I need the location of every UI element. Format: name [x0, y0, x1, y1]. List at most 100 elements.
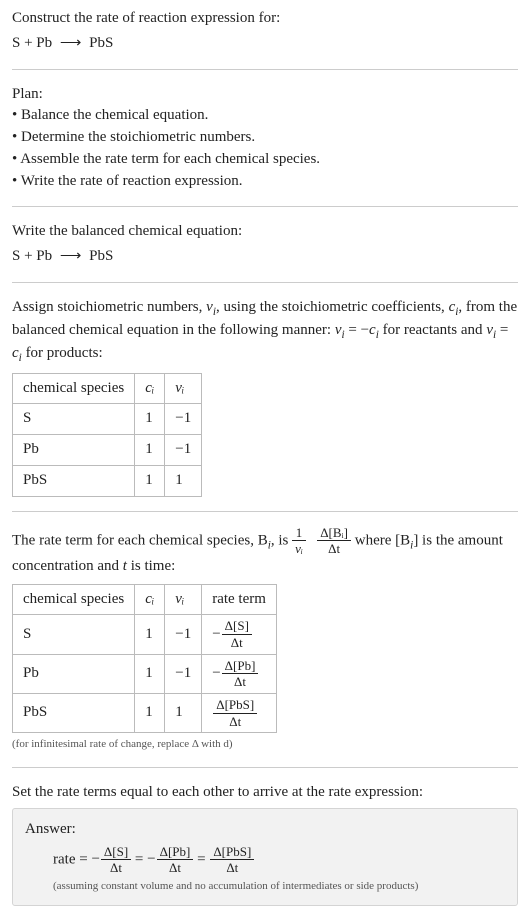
plan-item: Determine the stoichiometric numbers. — [12, 127, 518, 149]
dbi-dt-frac: Δ[Bᵢ] Δt — [317, 526, 351, 556]
sign: − — [212, 665, 220, 681]
frac-den: Δt — [101, 860, 131, 875]
ci-cell: 1 — [135, 404, 165, 435]
frac-num: 1 — [292, 526, 306, 542]
equals: = — [135, 851, 147, 867]
table-row: Pb 1 −1 — [13, 435, 202, 466]
rate-text: is time: — [127, 558, 175, 574]
frac-den: Δt — [157, 860, 194, 875]
rateterm-cell: Δ[PbS] Δt — [202, 694, 277, 733]
sign: − — [212, 626, 220, 642]
table-row: S 1 −1 — [13, 404, 202, 435]
c: c — [12, 345, 19, 361]
nui-cell: −1 — [165, 615, 202, 654]
species-cell: PbS — [13, 694, 135, 733]
table-row: PbS 1 1 Δ[PbS] Δt — [13, 694, 277, 733]
nui-cell: −1 — [165, 435, 202, 466]
assign-text: Assign stoichiometric numbers, — [12, 299, 206, 315]
nu-symbol: νi — [335, 322, 345, 338]
sign: − — [91, 851, 99, 867]
frac-den: Δt — [222, 635, 252, 650]
species-cell: Pb — [13, 654, 135, 693]
frac-den: Δt — [210, 860, 254, 875]
reaction-equation: S + Pb ⟶ PbS — [12, 32, 518, 55]
answer-equation: rate = − Δ[S] Δt = − Δ[Pb] Δt = Δ[PbS] Δ… — [25, 845, 505, 875]
frac-den: Δt — [213, 714, 257, 729]
frac-num: Δ[Pb] — [222, 659, 259, 675]
ci-header: cᵢ — [145, 380, 154, 396]
plan-item: Assemble the rate term for each chemical… — [12, 149, 518, 171]
table-header: νᵢ — [165, 584, 202, 615]
rateterm-cell: − Δ[S] Δt — [202, 615, 277, 654]
assign-text: , using the stoichiometric coefficients, — [216, 299, 449, 315]
nu: ν — [486, 322, 493, 338]
answer-assumption: (assuming constant volume and no accumul… — [25, 879, 505, 895]
frac-num: Δ[S] — [101, 845, 131, 861]
frac-num: Δ[Pb] — [157, 845, 194, 861]
frac-den: νᵢ — [292, 541, 306, 556]
table-header: cᵢ — [135, 584, 165, 615]
rateterm-paragraph: The rate term for each chemical species,… — [12, 526, 518, 578]
one-over-nu-frac: 1 νᵢ — [292, 526, 306, 556]
c: c — [369, 322, 376, 338]
balanced-equation: S + Pb ⟶ PbS — [12, 245, 518, 268]
rate-frac: Δ[S] Δt — [222, 619, 252, 649]
table-header: chemical species — [13, 584, 135, 615]
assign-text: = − — [345, 322, 369, 338]
balanced-lhs: S + Pb — [12, 248, 52, 264]
infinitesimal-note: (for infinitesimal rate of change, repla… — [12, 737, 518, 753]
rate-text: where [B — [355, 532, 410, 548]
plan-list: Balance the chemical equation. Determine… — [12, 105, 518, 192]
rate-frac: Δ[Pb] Δt — [157, 845, 194, 875]
plan-label: Plan: — [12, 84, 518, 106]
nui-header: νᵢ — [175, 591, 184, 607]
table-header-row: chemical species cᵢ νᵢ — [13, 373, 202, 404]
frac-den: Δt — [222, 674, 259, 689]
rateterm-section: The rate term for each chemical species,… — [12, 526, 518, 754]
answer-label: Answer: — [25, 819, 505, 841]
reaction-rhs: PbS — [89, 35, 113, 51]
frac-den: Δt — [317, 541, 351, 556]
set-equal-text: Set the rate terms equal to each other t… — [12, 782, 518, 804]
ci-header: cᵢ — [145, 591, 154, 607]
table-header: rate term — [202, 584, 277, 615]
balanced-intro: Write the balanced chemical equation: — [12, 221, 518, 243]
divider — [12, 206, 518, 207]
rate-frac: Δ[S] Δt — [101, 845, 131, 875]
c-symbol: ci — [369, 322, 379, 338]
rateterm-table: chemical species cᵢ νᵢ rate term S 1 −1 … — [12, 584, 277, 734]
equals: = — [197, 851, 209, 867]
reaction-lhs: S + Pb — [12, 35, 52, 51]
divider — [12, 69, 518, 70]
species-cell: S — [13, 404, 135, 435]
plan-section: Plan: Balance the chemical equation. Det… — [12, 84, 518, 193]
nui-cell: 1 — [165, 694, 202, 733]
assign-text: for products: — [22, 345, 103, 361]
c-symbol: ci — [449, 299, 459, 315]
divider — [12, 767, 518, 768]
reaction-arrow: ⟶ — [60, 32, 82, 54]
rate-lead: rate = — [53, 851, 91, 867]
rate-frac: Δ[PbS] Δt — [210, 845, 254, 875]
rateterm-cell: − Δ[Pb] Δt — [202, 654, 277, 693]
table-header-row: chemical species cᵢ νᵢ rate term — [13, 584, 277, 615]
divider — [12, 511, 518, 512]
ci-cell: 1 — [135, 654, 165, 693]
prompt-section: Construct the rate of reaction expressio… — [12, 8, 518, 55]
prompt-title: Construct the rate of reaction expressio… — [12, 8, 518, 30]
sign: − — [147, 851, 155, 867]
nui-cell: −1 — [165, 404, 202, 435]
rate-text: , is — [271, 532, 292, 548]
balanced-rhs: PbS — [89, 248, 113, 264]
c-symbol: ci — [12, 345, 22, 361]
assign-text: for reactants and — [379, 322, 486, 338]
nui-cell: 1 — [165, 465, 202, 496]
nu-symbol: νi — [486, 322, 496, 338]
plan-item: Write the rate of reaction expression. — [12, 171, 518, 193]
table-header: chemical species — [13, 373, 135, 404]
assign-paragraph: Assign stoichiometric numbers, νi , using… — [12, 297, 518, 367]
table-header: cᵢ — [135, 373, 165, 404]
nui-cell: −1 — [165, 654, 202, 693]
frac-num: Δ[S] — [222, 619, 252, 635]
ci-cell: 1 — [135, 694, 165, 733]
